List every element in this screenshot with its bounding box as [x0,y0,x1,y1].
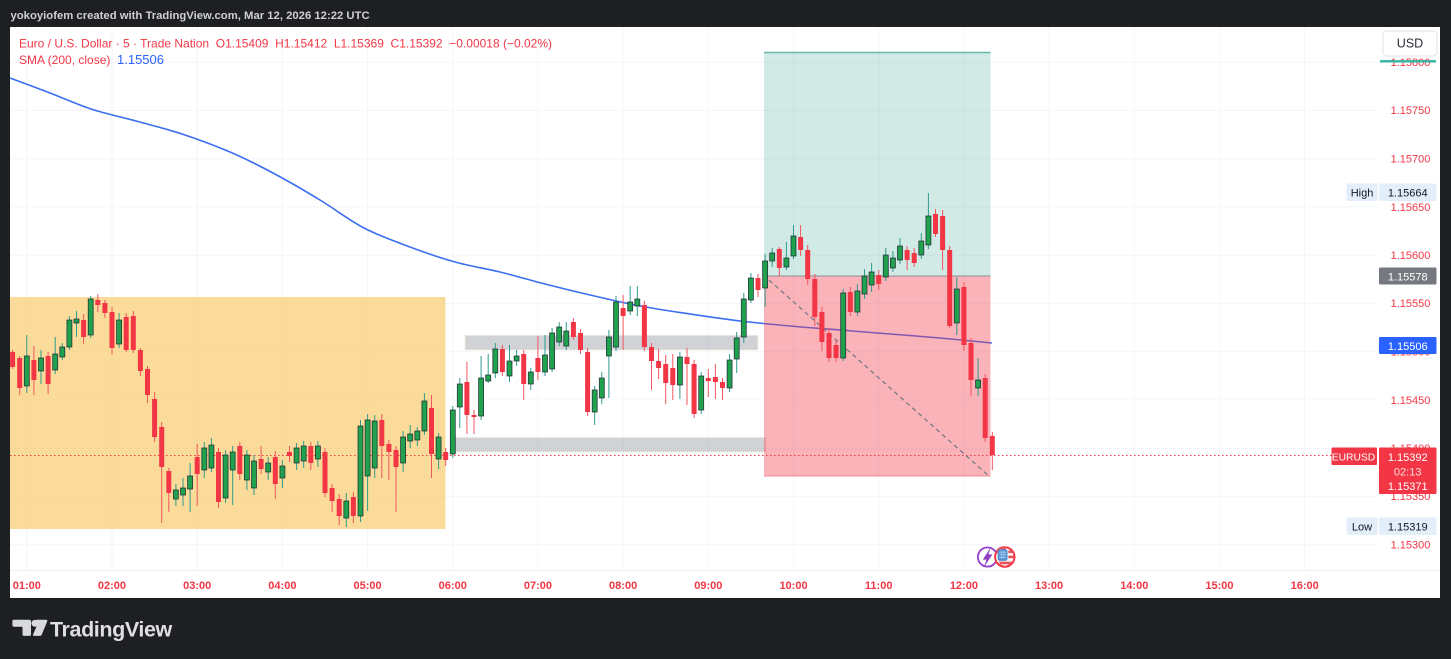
svg-text:EURUSD: EURUSD [1332,453,1375,464]
svg-text:1.15550: 1.15550 [1391,298,1431,310]
svg-text:1.15350: 1.15350 [1391,491,1431,503]
svg-text:yokoyiofem created with Tradin: yokoyiofem created with TradingView.com,… [11,10,370,22]
svg-text:07:00: 07:00 [524,580,552,592]
svg-text:Low: Low [1352,522,1372,534]
svg-text:High: High [1351,188,1374,200]
svg-text:1.15319: 1.15319 [1388,522,1428,534]
svg-text:06:00: 06:00 [439,580,467,592]
svg-text:04:00: 04:00 [268,580,296,592]
svg-text:08:00: 08:00 [609,580,637,592]
svg-text:1.15450: 1.15450 [1391,395,1431,407]
svg-text:SMA (200, close): SMA (200, close) [19,53,110,67]
svg-text:10:00: 10:00 [779,580,807,592]
svg-text:16:00: 16:00 [1291,580,1319,592]
svg-text:12:00: 12:00 [950,580,978,592]
svg-text:14:00: 14:00 [1120,580,1148,592]
svg-text:1.15750: 1.15750 [1391,105,1431,117]
svg-text:1.15700: 1.15700 [1391,154,1431,166]
svg-text:1.15578: 1.15578 [1388,271,1428,283]
svg-text:1.15300: 1.15300 [1391,540,1431,552]
svg-text:09:00: 09:00 [694,580,722,592]
svg-text:1.15506: 1.15506 [117,52,164,67]
svg-text:02:13: 02:13 [1394,466,1422,478]
svg-text:15:00: 15:00 [1205,580,1233,592]
svg-text:1.15506: 1.15506 [1388,341,1428,353]
svg-text:USD: USD [1397,37,1423,51]
svg-text:1.15600: 1.15600 [1391,250,1431,262]
svg-text:1.15392: 1.15392 [1388,452,1428,464]
svg-text:05:00: 05:00 [353,580,381,592]
svg-text:01:00: 01:00 [13,580,41,592]
svg-text:1.15800: 1.15800 [1391,57,1431,69]
svg-text:1.15664: 1.15664 [1388,188,1428,200]
svg-text:Euro / U.S. Dollar · 5 · Trade: Euro / U.S. Dollar · 5 · Trade Nation O1… [19,37,552,51]
svg-text:13:00: 13:00 [1035,580,1063,592]
svg-text:1.15371: 1.15371 [1388,481,1428,493]
svg-text:02:00: 02:00 [98,580,126,592]
svg-text:03:00: 03:00 [183,580,211,592]
svg-text:TradingView: TradingView [50,618,173,642]
svg-text:1.15650: 1.15650 [1391,202,1431,214]
svg-text:11:00: 11:00 [865,580,893,592]
